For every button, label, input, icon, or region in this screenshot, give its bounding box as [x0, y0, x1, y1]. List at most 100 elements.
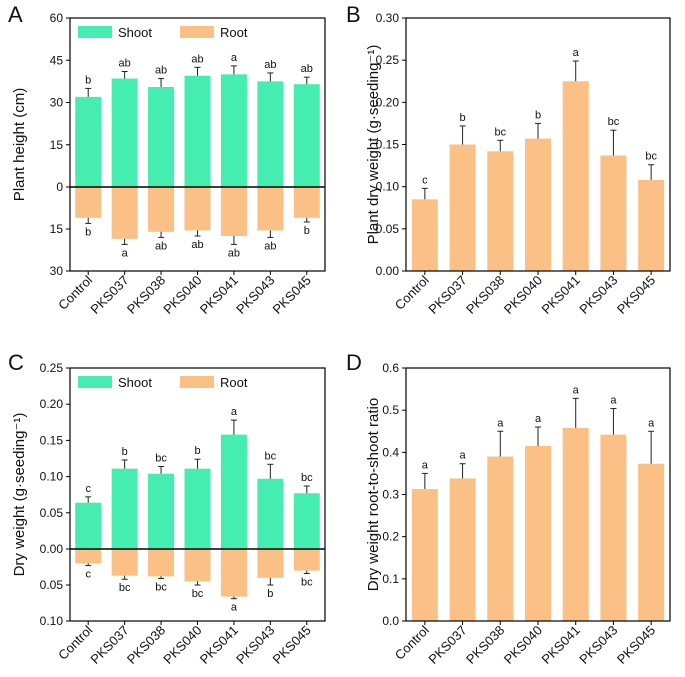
x-tick-label: PKS043 — [576, 273, 620, 317]
y-tick-label: 0.6 — [382, 361, 399, 375]
x-tick-label: PKS045 — [270, 623, 314, 667]
y-tick-label: 0.30 — [376, 11, 400, 25]
bar — [111, 78, 138, 187]
significance-letter: ab — [301, 63, 313, 75]
bar — [638, 463, 665, 621]
y-tick-label: 0 — [56, 180, 63, 194]
y-axis-title: Plant dry weight (g·seeding⁻¹) — [365, 45, 382, 245]
x-tick-label: PKS041 — [197, 623, 241, 667]
legend-label: Shoot — [118, 25, 152, 40]
significance-letter: a — [422, 459, 429, 471]
y-axis-title: Dry weight (g·seeding⁻¹) — [11, 413, 28, 577]
x-axis: ControlPKS037PKS038PKS040PKS041PKS043PKS… — [392, 621, 658, 667]
significance-letter: a — [573, 47, 580, 59]
x-tick-label: PKS041 — [197, 273, 241, 317]
x-tick-label: PKS045 — [270, 273, 314, 317]
bar — [75, 96, 102, 187]
significance-letter: b — [267, 588, 273, 600]
y-tick-label: 0.05 — [40, 506, 64, 520]
panel-d: Da a a a a a a 0.0 0.1 0.2 0.3 0.4 0.5 0.6 ControlPKS0… — [346, 350, 671, 667]
significance-letter: bc — [265, 450, 277, 462]
bar — [184, 549, 211, 582]
significance-letter: ab — [191, 53, 203, 65]
bar — [487, 151, 514, 271]
y-tick-label: 0.0 — [382, 614, 399, 628]
x-tick-label: PKS037 — [425, 623, 469, 667]
y-axis-title: Plant height (cm) — [11, 88, 28, 201]
bar — [562, 427, 589, 621]
panel-letter: D — [346, 350, 362, 375]
series-root: b a ab ab ab ab b — [75, 187, 320, 259]
y-axis-title: Dry weight root-to-shoot ratio — [365, 398, 382, 591]
legend-swatch — [78, 26, 112, 38]
y-axis: 0.00 0.05 0.10 0.15 0.20 0.25 0.05 0.10 — [40, 361, 70, 628]
significance-letter: a — [460, 450, 467, 462]
x-tick-label: PKS045 — [614, 623, 658, 667]
x-tick-label: PKS037 — [87, 623, 131, 667]
significance-letter: ab — [228, 247, 240, 259]
bar — [600, 155, 627, 271]
legend-label: Root — [220, 375, 248, 390]
x-tick-label: PKS041 — [538, 273, 582, 317]
bar — [184, 75, 211, 187]
y-tick-label: 15 — [50, 222, 64, 236]
x-tick-label: PKS038 — [463, 623, 507, 667]
significance-letter: a — [231, 602, 238, 614]
y-axis: 0.0 0.1 0.2 0.3 0.4 0.5 0.6 — [382, 361, 406, 628]
bar — [411, 489, 438, 621]
y-tick-label: 0.20 — [376, 95, 400, 109]
y-tick-label: 0.2 — [382, 530, 399, 544]
bar — [293, 84, 320, 187]
significance-letter: a — [122, 247, 129, 259]
y-tick-label: 0.15 — [376, 138, 400, 152]
y-tick-label: 0.3 — [382, 488, 399, 502]
significance-letter: bc — [494, 126, 506, 138]
significance-letter: c — [422, 174, 428, 186]
series-plant: c b bc b a bc bc — [411, 47, 665, 271]
legend-swatch — [78, 376, 112, 388]
significance-letter: ab — [191, 239, 203, 251]
x-tick-label: PKS040 — [501, 623, 545, 667]
y-tick-label: 60 — [50, 11, 64, 25]
significance-letter: c — [85, 483, 91, 495]
bar — [220, 74, 247, 187]
bar — [75, 549, 102, 564]
significance-letter: a — [573, 384, 580, 396]
y-tick-label: 0.00 — [40, 542, 64, 556]
y-tick-label: 0.4 — [382, 445, 399, 459]
significance-letter: bc — [301, 576, 313, 588]
significance-letter: ab — [155, 65, 167, 77]
y-tick-label: 0.05 — [40, 578, 64, 592]
significance-letter: bc — [155, 452, 167, 464]
legend-swatch — [180, 376, 214, 388]
bar — [220, 549, 247, 597]
significance-letter: a — [497, 417, 504, 429]
bar — [449, 144, 476, 271]
y-tick-label: 45 — [50, 53, 64, 67]
significance-letter: bc — [301, 472, 313, 484]
bar — [411, 199, 438, 271]
significance-letter: ab — [119, 58, 131, 70]
significance-letter: b — [535, 109, 541, 121]
bar — [111, 468, 138, 549]
bar — [562, 81, 589, 271]
x-tick-label: PKS040 — [160, 623, 204, 667]
bar — [75, 187, 102, 218]
bar — [184, 468, 211, 549]
significance-letter: c — [85, 569, 91, 581]
significance-letter: b — [122, 446, 128, 458]
significance-letter: ab — [155, 240, 167, 252]
bar — [638, 179, 665, 271]
x-tick-label: PKS037 — [425, 273, 469, 317]
bar — [257, 81, 284, 187]
bar — [148, 87, 175, 187]
bar — [293, 187, 320, 218]
significance-letter: bc — [155, 582, 167, 594]
y-tick-label: 0.05 — [376, 222, 400, 236]
bar — [184, 187, 211, 231]
bar — [220, 187, 247, 236]
x-axis: ControlPKS037PKS038PKS040PKS041PKS043PKS… — [55, 621, 314, 667]
x-tick-label: PKS045 — [614, 273, 658, 317]
